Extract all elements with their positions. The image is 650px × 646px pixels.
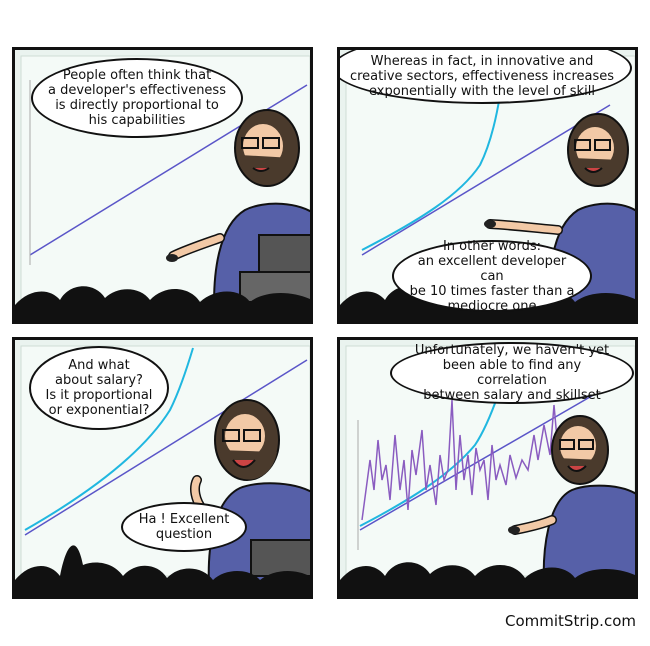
linear-line <box>359 389 603 531</box>
comic-panel-2: Whereas in fact, in innovative and creat… <box>337 47 638 324</box>
speech-bubble-2a: Whereas in fact, in innovative and creat… <box>340 50 632 104</box>
speech-bubble-4a: Unfortunately, we haven't yet been able … <box>390 342 634 404</box>
exponential-curve <box>359 394 499 527</box>
audience-silhouettes <box>340 562 635 596</box>
laptop <box>258 234 310 274</box>
speech-bubble-3a: And what about salary? Is it proportiona… <box>29 346 169 430</box>
audience-silhouettes <box>15 545 310 596</box>
exponential-curve <box>24 347 194 531</box>
exponential-curve <box>361 94 501 251</box>
laptop <box>250 539 310 577</box>
comic-panel-4: Unfortunately, we haven't yet been able … <box>337 337 638 599</box>
linear-line <box>24 359 308 536</box>
panel-4-scene <box>340 340 635 596</box>
linear-line <box>361 104 611 256</box>
speech-bubble-1a: People often think that a developer's ef… <box>31 58 243 138</box>
presenter <box>508 415 635 596</box>
presenter <box>166 109 310 321</box>
comic-panel-1: People often think that a developer's ef… <box>12 47 313 324</box>
audience-silhouettes <box>15 286 310 321</box>
comic-panel-3: And what about salary? Is it proportiona… <box>12 337 313 599</box>
speech-bubble-2b: In other words: an excellent developer c… <box>392 239 592 314</box>
credit-text: CommitStrip.com <box>505 612 636 630</box>
speech-bubble-3b: Ha ! Excellent question <box>121 502 247 552</box>
salary-noise-line <box>361 399 563 521</box>
